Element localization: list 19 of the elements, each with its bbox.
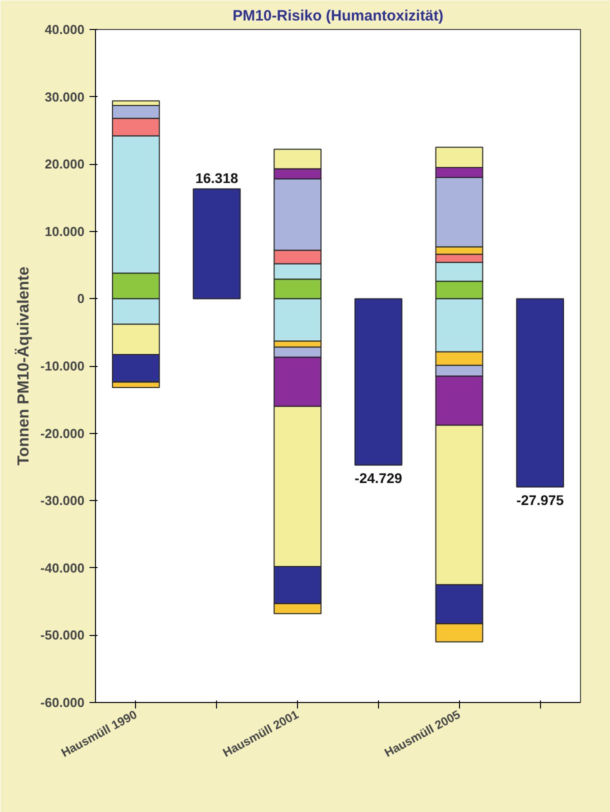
data-label: -27.975 (516, 492, 564, 508)
y-tick-label: -20.000 (40, 426, 85, 441)
y-tick-label: -30.000 (40, 493, 85, 508)
y-tick-label: 30.000 (44, 89, 85, 104)
y-tick-label: 10.000 (44, 224, 85, 239)
y-axis-title: Tonnen PM10-Äquivalente (14, 266, 32, 466)
bar (354, 298, 402, 466)
data-label: 16.318 (195, 170, 238, 186)
data-label: -24.729 (354, 470, 402, 486)
y-tick-label: 20.000 (44, 156, 85, 172)
y-tick-label: 40.000 (44, 22, 85, 37)
chart-title: PM10-Risiko (Humantoxizität) (232, 8, 444, 24)
bar (516, 298, 564, 488)
bar (192, 188, 241, 300)
y-tick-label: -50.000 (40, 628, 85, 643)
y-tick-label: -40.000 (40, 560, 85, 576)
y-tick-label: 0 (77, 291, 85, 306)
y-tick-label: -10.000 (40, 358, 85, 374)
y-tick-label: -60.000 (40, 695, 85, 710)
